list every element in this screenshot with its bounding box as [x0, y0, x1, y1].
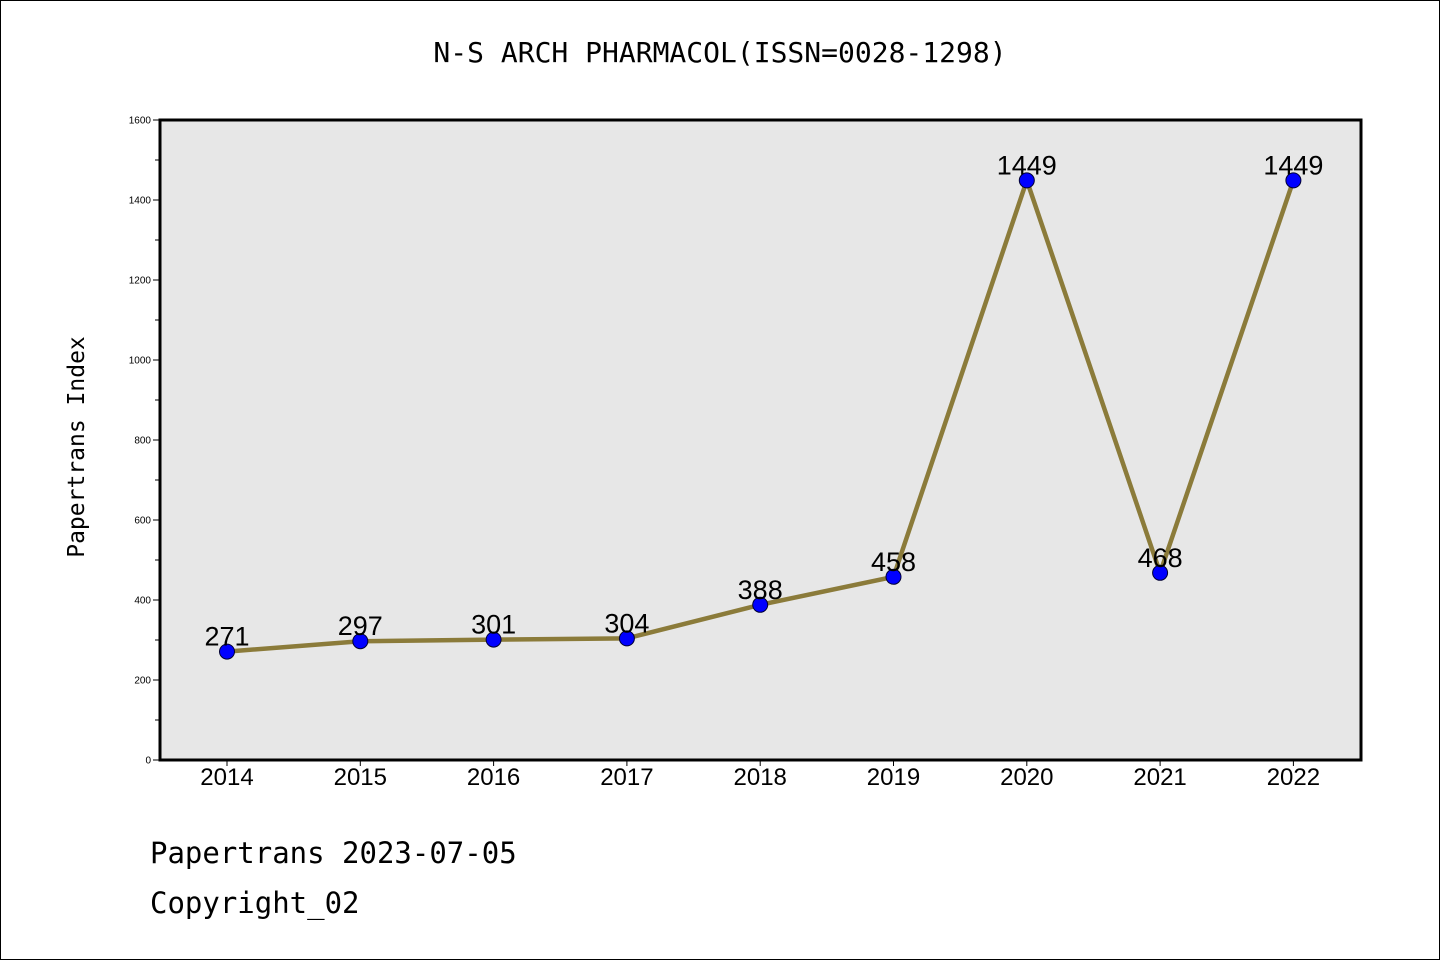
x-tick-label: 2019 [867, 764, 920, 791]
series-markers [219, 172, 1302, 660]
data-label: 271 [204, 622, 249, 652]
x-tick-label: 2014 [200, 764, 253, 791]
y-axis-label: Papertrans Index [64, 336, 90, 558]
x-tick-label: 2015 [334, 764, 387, 791]
y-tick-label: 1200 [129, 276, 152, 287]
data-point [219, 643, 235, 660]
data-label: 1449 [1263, 150, 1323, 180]
y-tick-label: 400 [134, 596, 151, 607]
data-labels: 271 297 301 304 388 458 1449 468 1449 [204, 150, 1323, 651]
data-point [1285, 172, 1302, 189]
footer-copyright: Copyright_02 [150, 886, 360, 920]
data-point [352, 633, 369, 650]
data-label: 304 [604, 608, 649, 638]
y-tick-label: 1400 [129, 196, 152, 207]
y-tick-label: 200 [134, 676, 151, 687]
data-label: 301 [471, 610, 516, 640]
footer-date: Papertrans 2023-07-05 [150, 836, 517, 870]
data-point [1018, 172, 1035, 189]
data-point [618, 630, 635, 647]
data-label: 458 [871, 547, 916, 577]
y-tick-label: 800 [134, 436, 151, 447]
data-label: 388 [738, 575, 783, 605]
data-label: 1449 [997, 150, 1057, 180]
y-tick-label: 1000 [129, 356, 152, 367]
x-tick-label: 2018 [734, 764, 787, 791]
x-axis: 2014 2015 2016 2017 2018 2019 2020 2021 2022 [200, 760, 1320, 791]
x-tick-label: 2017 [600, 764, 653, 791]
x-tick-label: 2016 [467, 764, 520, 791]
y-tick-label: 600 [134, 516, 151, 527]
data-label: 297 [338, 611, 383, 641]
y-axis: 0 200 400 600 800 1000 1200 1400 1600 [129, 116, 160, 767]
plot-border [158, 118, 1363, 762]
data-point [885, 568, 902, 585]
data-point [485, 631, 502, 648]
data-point [1152, 564, 1169, 581]
x-tick-label: 2022 [1267, 764, 1320, 791]
data-point [752, 596, 769, 613]
data-label: 468 [1138, 543, 1183, 573]
y-tick-label: 1600 [129, 116, 152, 127]
x-tick-label: 2021 [1133, 764, 1186, 791]
plot-area [160, 120, 1361, 760]
chart-title: N-S ARCH PHARMACOL(ISSN=0028-1298) [433, 36, 1007, 69]
y-tick-label: 0 [145, 756, 151, 767]
x-tick-label: 2020 [1000, 764, 1053, 791]
